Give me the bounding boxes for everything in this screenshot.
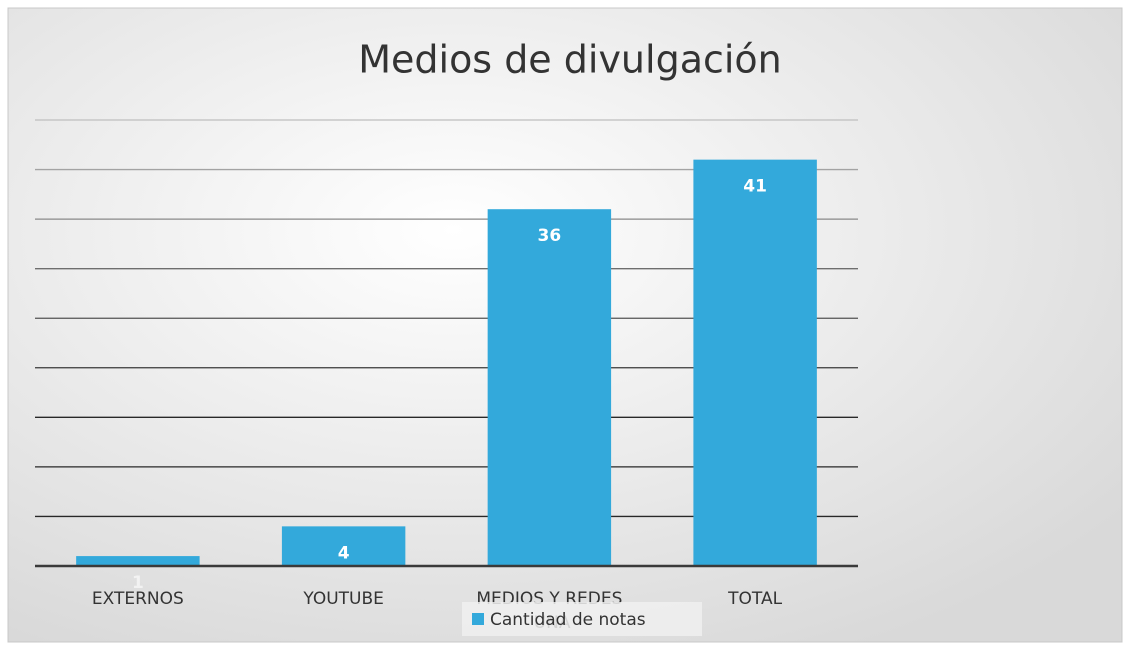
bar: [76, 556, 200, 566]
data-label: 36: [538, 226, 562, 246]
data-label: 1: [132, 573, 144, 593]
chart-title: Medios de divulgación: [358, 38, 782, 82]
x-tick-label: YOUTUBE: [302, 589, 384, 609]
bar: [281, 526, 406, 566]
x-tick-label: EXTERNOS: [92, 589, 184, 609]
data-label: 4: [338, 543, 350, 563]
legend-swatch: [472, 613, 484, 625]
x-tick-label: TOTAL: [727, 589, 782, 609]
bar: [693, 159, 817, 566]
legend-label: Cantidad de notas: [490, 610, 646, 630]
data-label: 41: [743, 177, 767, 197]
bar: [487, 209, 612, 566]
legend-box: [462, 602, 702, 636]
